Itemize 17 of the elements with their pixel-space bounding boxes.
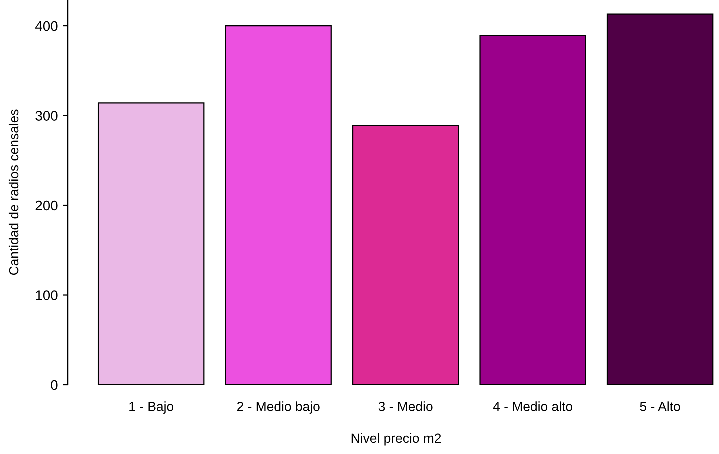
y-tick-label: 200 — [36, 200, 58, 211]
bar — [480, 35, 586, 385]
bar — [98, 102, 205, 385]
bar — [606, 14, 714, 385]
x-tick-label: 5 - Alto — [640, 402, 680, 412]
y-tick-label: 300 — [36, 111, 58, 121]
x-tick-label: 1 - Bajo — [130, 402, 174, 414]
x-tick-label: 2 - Medio bajo — [237, 402, 320, 414]
bar — [225, 25, 332, 385]
y-tick-label: 100 — [36, 290, 58, 300]
y-tick-label: 400 — [35, 21, 58, 32]
y-axis-title: Cantidad de radios censales — [8, 110, 19, 276]
x-tick-label: 3 - Medio — [378, 402, 433, 412]
x-axis-title: Nivel precio m2 — [352, 433, 442, 446]
x-tick-label: 4 - Medio alto — [493, 402, 572, 412]
y-tick-label: 0 — [51, 380, 58, 390]
bar — [352, 125, 460, 385]
